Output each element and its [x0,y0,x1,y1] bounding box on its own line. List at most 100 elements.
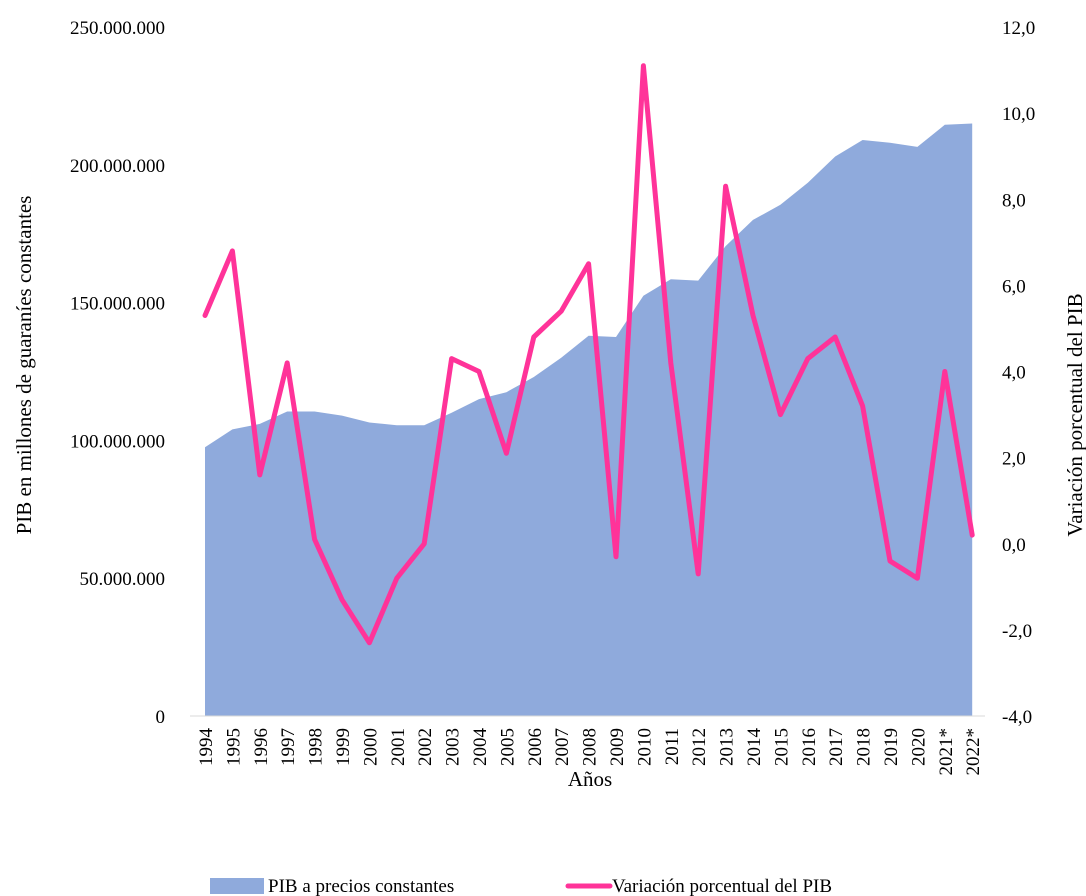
x-tick-label: 1994 [196,728,217,767]
area-point-2007 [560,357,562,359]
x-tick-label: 2022* [963,728,984,776]
x-tick-label: 2012 [689,728,710,766]
legend: PIB a precios constantes Variación porce… [210,876,832,896]
x-tick-label: 2013 [717,728,738,766]
area-point-2011 [670,278,672,280]
right-tick-label: 10,0 [1002,104,1035,125]
plot-area [190,63,985,717]
line-point-2020 [915,576,920,581]
line-point-2014 [751,313,755,318]
x-tick-label: 1999 [333,728,354,766]
line-point-2011 [668,360,673,365]
right-tick-label: 6,0 [1002,276,1026,297]
area-point-2006 [533,376,535,378]
right-tick-label: 0,0 [1002,535,1026,556]
line-point-2010 [641,63,646,68]
area-point-1998 [314,411,316,413]
x-tick-label: 2000 [360,728,381,766]
x-tick-label: 1996 [251,728,272,766]
area-series-pib [205,123,973,716]
area-point-2018 [862,139,864,141]
area-point-2009 [615,336,617,338]
x-tick-label: 2014 [744,728,765,767]
left-tick-label: 150.000.000 [70,294,165,315]
x-axis-title: Años [568,767,612,791]
left-tick-label: 50.000.000 [80,569,166,590]
left-axis-ticks: 0 50.000.000 100.000.000 150.000.000 200.000… [70,18,165,728]
line-point-1994 [203,313,207,318]
x-tick-label: 2020 [908,728,929,766]
line-point-2019 [888,559,892,563]
area-point-2002 [423,424,425,426]
area-point-2003 [451,412,453,414]
x-tick-label: 2011 [662,728,683,765]
x-tick-label: 2015 [771,728,792,766]
area-point-2010 [642,295,644,297]
right-tick-label: 2,0 [1002,449,1026,470]
area-point-1999 [341,415,343,417]
legend-swatch-area [210,878,264,894]
area-point-2014 [752,219,754,221]
x-tick-label: 2008 [580,728,601,766]
line-point-2005 [504,451,509,456]
line-point-2003 [449,356,454,361]
left-axis-title: PIB en millones de guaraníes constantes [12,196,36,535]
area-point-1995 [231,428,233,430]
line-point-2016 [805,356,810,361]
line-point-2006 [531,335,536,339]
x-tick-label: 2018 [854,728,875,766]
line-point-1997 [285,360,290,365]
x-tick-label: 2009 [607,728,628,766]
right-tick-label: 8,0 [1002,190,1026,211]
x-tick-label: 2004 [470,728,491,767]
x-tick-label: 2007 [552,728,573,766]
x-axis-ticks: 1994 1995 1996 1997 1998 1999 2000 2001 2002 2003… [196,728,984,776]
x-tick-label: 2001 [388,728,409,766]
area-point-2005 [505,391,507,393]
right-tick-label: 4,0 [1002,363,1026,384]
line-point-2012 [696,571,701,576]
right-axis-title: Variación porcentual del PIB [1063,293,1086,536]
legend-label-line: Variación porcentual del PIB [612,876,832,896]
area-point-1994 [204,446,206,448]
line-point-2008 [586,261,591,266]
left-tick-label: 0 [156,707,166,728]
area-point-2019 [889,142,891,144]
area-point-2021* [944,124,946,126]
x-tick-label: 2017 [826,728,847,766]
area-point-2012 [697,280,699,282]
line-point-2013 [723,184,728,189]
x-tick-label: 1997 [278,728,299,766]
area-point-2004 [478,398,480,400]
x-tick-label: 2010 [634,728,655,766]
left-tick-label: 200.000.000 [70,156,165,177]
area-point-2015 [779,204,781,206]
line-point-1999 [340,597,344,602]
right-tick-label: -4,0 [1002,707,1032,728]
line-point-2000 [367,640,372,645]
line-point-2007 [559,309,564,314]
area-point-2016 [807,182,809,184]
line-point-2021* [942,369,947,374]
area-point-2013 [725,245,727,247]
x-tick-label: 2005 [497,728,518,766]
area-point-1996 [259,423,261,425]
line-point-2022* [970,533,975,538]
left-tick-label: 100.000.000 [70,431,165,452]
x-tick-label: 2006 [525,728,546,766]
right-tick-label: -2,0 [1002,621,1032,642]
line-point-2004 [477,369,481,374]
area-point-2000 [368,422,370,424]
legend-label-area: PIB a precios constantes [268,876,454,896]
x-tick-label: 1998 [306,728,327,766]
line-point-2017 [833,335,838,339]
line-point-2015 [778,412,783,417]
right-axis-ticks: -4,0 -2,0 0,0 2,0 4,0 6,0 8,0 10,0 12,0 [1002,18,1035,728]
x-tick-label: 2002 [415,728,436,766]
area-point-2022* [971,123,973,125]
x-tick-label: 2021* [936,728,957,776]
line-point-1998 [312,537,317,542]
line-point-2001 [394,576,399,581]
x-tick-label: 2003 [443,728,464,766]
